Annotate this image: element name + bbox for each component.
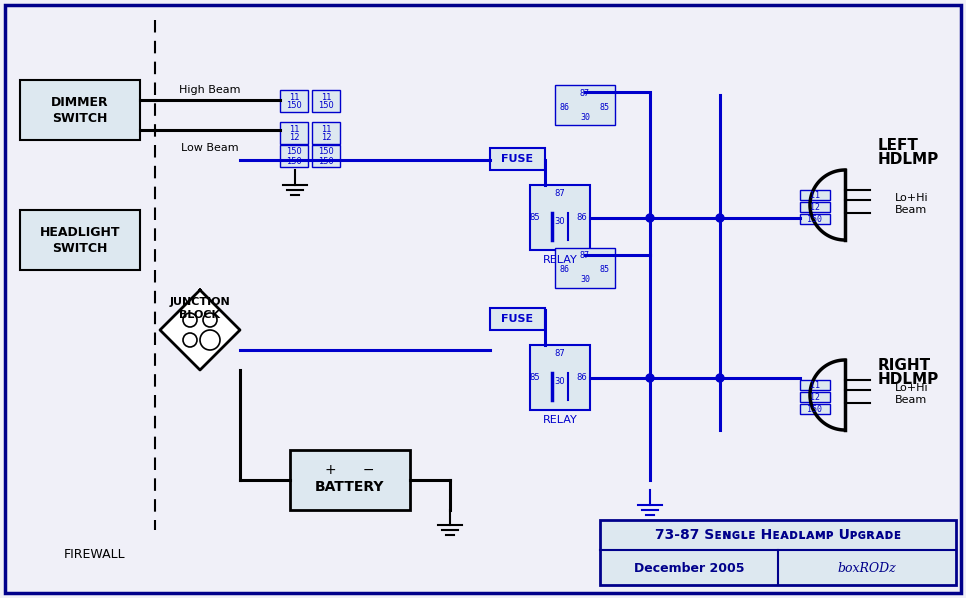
Text: 11: 11 [810, 380, 820, 389]
Bar [800, 202, 830, 212]
Text: DIMMER: DIMMER [51, 96, 109, 109]
Circle shape [716, 374, 724, 382]
Text: HDLMP: HDLMP [878, 152, 939, 167]
Text: boxRODz: boxRODz [838, 562, 896, 575]
Text: Lo+Hi: Lo+Hi [895, 383, 928, 393]
Text: 30: 30 [554, 377, 565, 386]
Circle shape [200, 330, 220, 350]
Text: Beam: Beam [895, 395, 927, 405]
Bar [555, 85, 615, 125]
Bar [555, 248, 615, 288]
Text: 150: 150 [808, 215, 822, 224]
Text: 150: 150 [286, 157, 301, 166]
Text: 12: 12 [810, 203, 820, 212]
Text: 150: 150 [286, 148, 301, 157]
Text: 12: 12 [810, 392, 820, 401]
Text: BLOCK: BLOCK [180, 310, 220, 320]
Text: SWITCH: SWITCH [52, 111, 107, 124]
Text: High Beam: High Beam [180, 85, 241, 95]
Text: JUNCTION: JUNCTION [170, 297, 230, 307]
Bar [530, 345, 590, 410]
Bar [280, 90, 308, 112]
Text: 12: 12 [321, 133, 331, 142]
Bar [312, 90, 340, 112]
Text: 87: 87 [554, 188, 565, 197]
Text: 11: 11 [289, 93, 299, 102]
Text: 87: 87 [580, 252, 590, 261]
Text: HEADLIGHT: HEADLIGHT [40, 227, 120, 240]
Text: 150: 150 [318, 102, 334, 111]
Text: FIREWALL: FIREWALL [64, 548, 126, 562]
Bar [280, 145, 308, 167]
Text: 30: 30 [580, 112, 590, 121]
Text: 85: 85 [529, 373, 540, 382]
Text: 11: 11 [810, 191, 820, 200]
Text: 150: 150 [318, 157, 334, 166]
Text: Lo+Hi: Lo+Hi [895, 193, 928, 203]
Text: 150: 150 [808, 404, 822, 413]
Circle shape [183, 313, 197, 327]
Text: FUSE: FUSE [501, 314, 533, 324]
Text: BATTERY: BATTERY [315, 480, 384, 494]
Bar [530, 185, 590, 250]
Bar [312, 122, 340, 144]
Polygon shape [160, 290, 240, 370]
Text: Beam: Beam [895, 205, 927, 215]
Bar [800, 392, 830, 402]
Text: 85: 85 [529, 212, 540, 221]
Text: RIGHT: RIGHT [878, 358, 931, 373]
Text: 150: 150 [286, 102, 301, 111]
Circle shape [203, 313, 217, 327]
Bar [600, 520, 956, 585]
Text: Low Beam: Low Beam [182, 143, 239, 153]
Text: 86: 86 [560, 266, 570, 274]
Text: December 2005: December 2005 [634, 562, 744, 575]
Bar [312, 145, 340, 167]
Text: FUSE: FUSE [501, 154, 533, 164]
Bar [490, 148, 545, 170]
Text: RELAY: RELAY [543, 255, 578, 265]
Text: 73-87 Sᴇɴɢʟᴇ Hᴇᴀᴅʟᴀᴍᴘ Uᴘɢʀᴀᴅᴇ: 73-87 Sᴇɴɢʟᴇ Hᴇᴀᴅʟᴀᴍᴘ Uᴘɢʀᴀᴅᴇ [655, 528, 901, 542]
Text: 86: 86 [560, 102, 570, 111]
Text: RELAY: RELAY [543, 415, 578, 425]
Text: 87: 87 [580, 89, 590, 97]
Text: 30: 30 [554, 216, 565, 225]
Text: +      −: + − [326, 463, 375, 477]
Text: 30: 30 [580, 276, 590, 285]
Bar [290, 450, 410, 510]
Text: LEFT: LEFT [878, 138, 919, 152]
Bar [800, 214, 830, 224]
Bar [800, 404, 830, 414]
Bar [20, 210, 140, 270]
Text: 85: 85 [600, 102, 610, 111]
Text: 85: 85 [600, 266, 610, 274]
Text: 11: 11 [321, 93, 331, 102]
Text: HDLMP: HDLMP [878, 373, 939, 388]
Bar [280, 122, 308, 144]
Bar [800, 190, 830, 200]
Text: 86: 86 [577, 212, 587, 221]
Circle shape [646, 374, 654, 382]
Circle shape [646, 214, 654, 222]
Text: 11: 11 [289, 124, 299, 133]
Text: SWITCH: SWITCH [52, 242, 107, 255]
Bar [20, 80, 140, 140]
Bar [800, 380, 830, 390]
Text: 12: 12 [289, 133, 299, 142]
Text: 87: 87 [554, 349, 565, 358]
Circle shape [716, 214, 724, 222]
Text: 150: 150 [318, 148, 334, 157]
Text: 11: 11 [321, 124, 331, 133]
Text: 86: 86 [577, 373, 587, 382]
Circle shape [183, 333, 197, 347]
Bar [490, 308, 545, 330]
